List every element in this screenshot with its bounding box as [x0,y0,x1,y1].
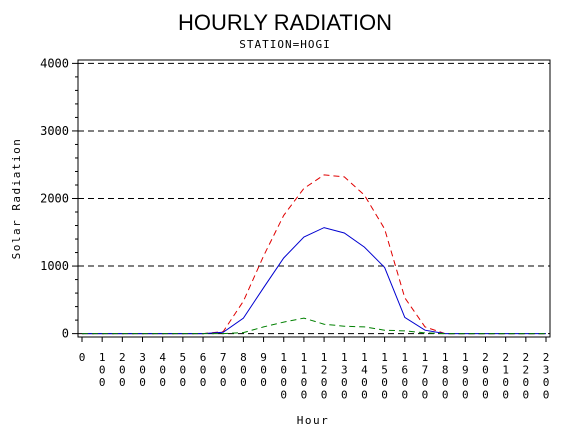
y-tick-label-3000: 3000 [40,124,69,138]
y-tick-label-0: 0 [62,327,69,341]
series-line-3 [82,317,546,335]
chart-subtitle: STATION=HOGI [239,38,330,51]
y-axis: 0 1000 2000 3000 4000 [40,56,78,341]
y-axis-title: Solar Radiation [10,138,23,260]
y-tick-label-1000: 1000 [40,259,69,273]
y-tick-label-4000: 4000 [40,56,69,70]
series-line-2 [82,227,546,335]
x-tick-label-0: 0 [79,351,86,364]
x-axis-title: Hour [297,414,330,427]
chart-title: HOURLY RADIATION [178,10,392,35]
y-tick-label-2000: 2000 [40,192,69,206]
series-lines [82,174,546,335]
grid-lines [78,62,550,335]
x-axis: 0 1 0 0 2 0 0 3 0 0 4 0 0 5 0 0 6 0 0 7 0 0 8 0 0 9 0 0 1 0 0 0 1 1 0 0 1 2 0 0… [79,337,550,402]
